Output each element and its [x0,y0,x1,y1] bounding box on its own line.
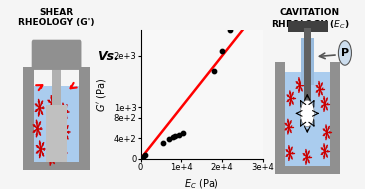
X-axis label: $E_C$ (Pa): $E_C$ (Pa) [184,177,219,189]
Bar [304,28,311,123]
Point [227,29,233,32]
FancyBboxPatch shape [32,40,81,70]
Point [176,134,182,137]
Bar [46,105,67,162]
Point [166,138,172,141]
Bar [301,38,314,85]
Text: P: P [341,48,349,58]
Point [180,132,186,135]
Point [170,136,176,139]
Y-axis label: $G^{\prime}$ (Pa): $G^{\prime}$ (Pa) [95,77,108,112]
Text: SHEAR
RHEOLOGY (G'): SHEAR RHEOLOGY (G') [18,8,95,27]
Text: Vs.: Vs. [97,50,119,63]
Point [172,135,178,138]
Bar [288,21,328,32]
Point [219,49,225,52]
Point [140,155,146,158]
Bar [275,166,340,174]
Bar [285,72,330,166]
Bar [23,162,91,170]
Circle shape [300,100,314,127]
Bar [79,67,91,162]
Point [142,153,148,156]
Bar [52,67,61,105]
Point [211,70,217,73]
Circle shape [338,41,351,65]
Point [160,142,166,145]
Bar [34,86,79,162]
Text: CAVITATION
RHEOLOGY ($E_C$): CAVITATION RHEOLOGY ($E_C$) [270,8,349,31]
Bar [275,62,285,166]
Bar [330,62,340,166]
Bar [23,67,34,162]
Point [139,156,145,159]
